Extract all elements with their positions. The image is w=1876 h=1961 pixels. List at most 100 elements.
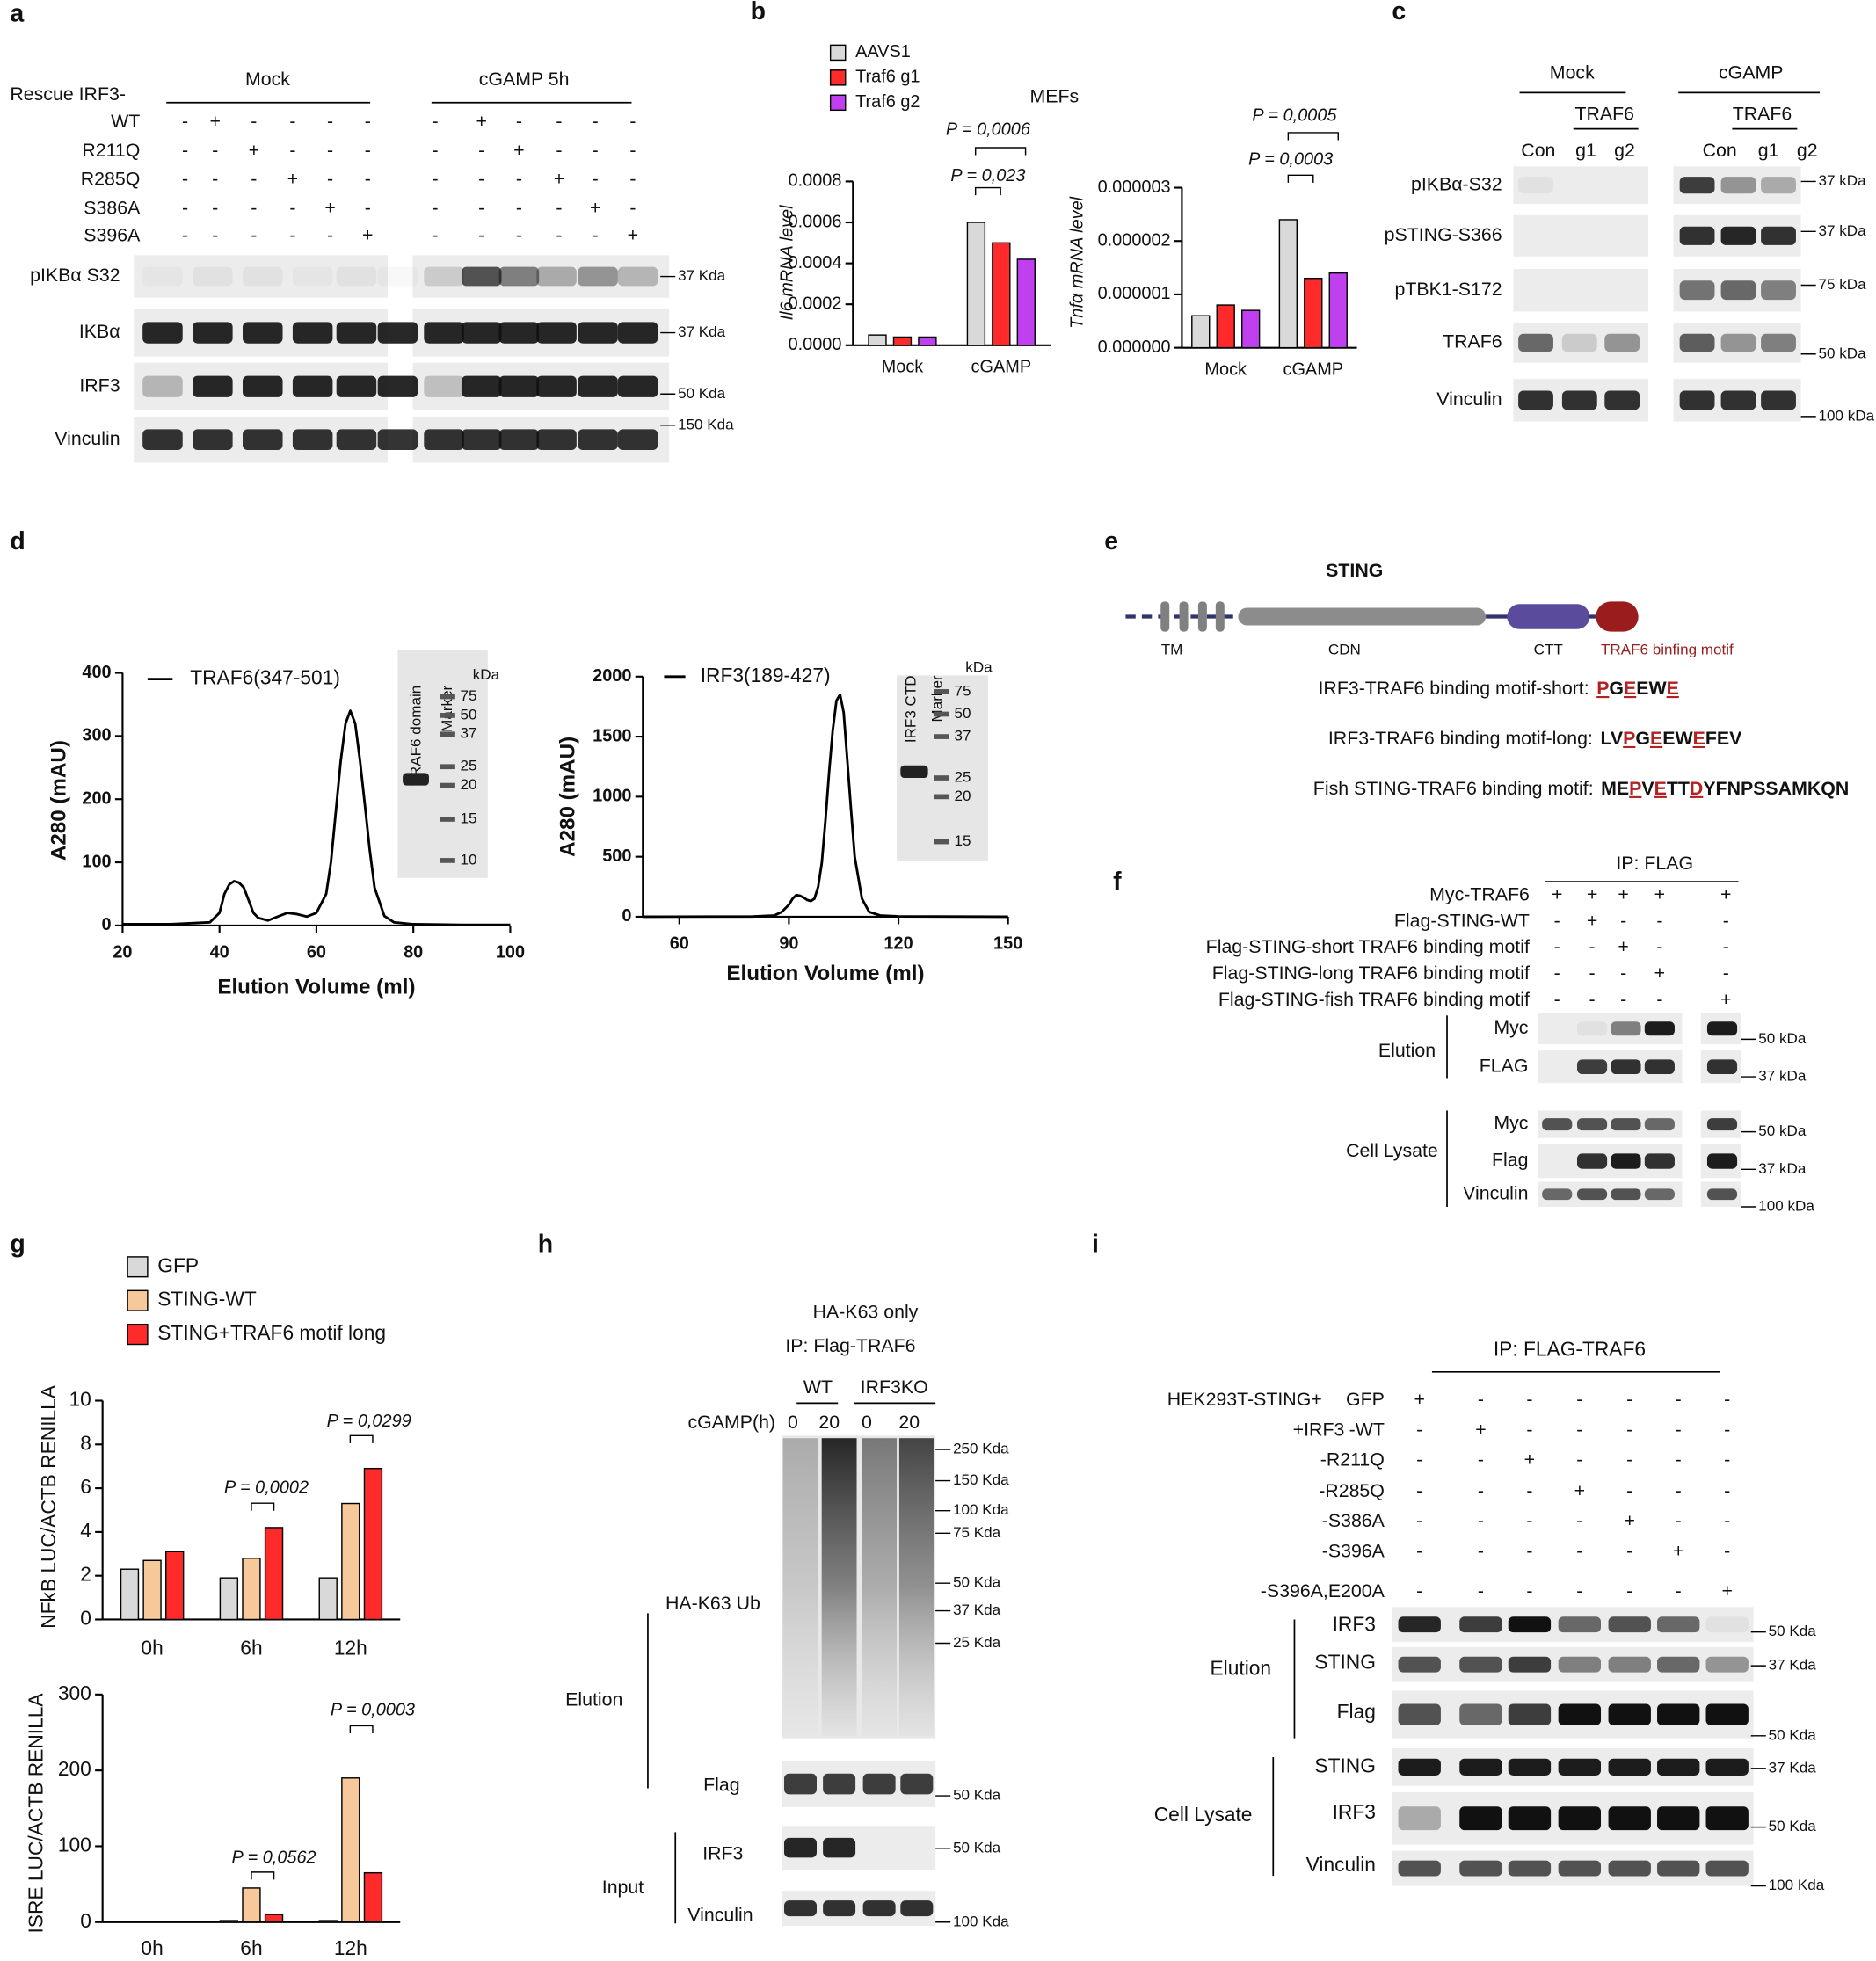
sign: - <box>1724 1480 1730 1501</box>
y-tick-label: 0 <box>80 1606 91 1629</box>
sign: - <box>1576 1389 1582 1410</box>
marker-band <box>440 764 455 770</box>
size-marker: 100 Kda <box>953 1913 1009 1929</box>
domain-label: TRAF6 binfing motif <box>1601 641 1734 657</box>
sign: - <box>327 111 333 132</box>
row-label: R285Q <box>81 169 141 190</box>
sign: - <box>478 169 484 190</box>
sign: + <box>1673 1540 1683 1561</box>
blot-band <box>1611 1021 1641 1036</box>
motif-residue: G <box>1635 728 1650 749</box>
blot-band <box>1398 1656 1441 1673</box>
sign: - <box>1554 910 1560 931</box>
domain-label: TM <box>1161 641 1183 657</box>
x-tick-label: cGAMP <box>971 358 1032 377</box>
x-tick-label: 90 <box>779 934 798 954</box>
x-tick-label: 60 <box>670 934 689 954</box>
blot-band <box>1558 1806 1602 1831</box>
blot-band <box>1657 1758 1700 1776</box>
motif-line: IRF3-TRAF6 binding motif-long: LVPGEEWEFE… <box>1328 728 1742 749</box>
blot-band <box>293 267 333 287</box>
sign: - <box>433 169 439 190</box>
marker-band <box>440 817 455 822</box>
blot-background <box>1513 269 1649 312</box>
blot-band <box>823 1900 856 1917</box>
panel-letter: f <box>1113 868 1122 896</box>
motif-residue: E <box>1654 777 1667 798</box>
blot-band <box>1398 1758 1441 1776</box>
sign: - <box>1723 936 1729 957</box>
blot-band <box>1644 1118 1675 1131</box>
section-label: Elution <box>565 1689 622 1710</box>
annotation: P = 0,023 <box>950 166 1025 185</box>
sign: + <box>1587 883 1597 904</box>
significance-bracket <box>251 1871 275 1880</box>
blot-band <box>292 429 333 451</box>
row-label: Flag-STING-fish TRAF6 binding motif <box>1218 989 1530 1010</box>
sign: - <box>1526 1389 1532 1410</box>
blot-band <box>536 429 577 451</box>
blot-band <box>377 375 418 397</box>
marker-band <box>934 689 949 694</box>
size-marker: 50 kDa <box>1758 1122 1807 1139</box>
x-tick-label: 20 <box>113 942 132 962</box>
blot-band <box>1398 1806 1441 1831</box>
y-tick-label: 0.000002 <box>1098 230 1171 250</box>
sign: + <box>1625 1510 1635 1531</box>
blot-band <box>1657 1616 1700 1633</box>
group-label: cGAMP 5h <box>479 69 570 90</box>
blot-band <box>1657 1703 1700 1725</box>
blot-band <box>578 375 618 397</box>
sign: - <box>1589 989 1596 1010</box>
gel-marker: 37 <box>954 728 971 744</box>
sign: + <box>1618 883 1628 904</box>
sign: - <box>182 197 188 218</box>
bar <box>1278 219 1298 349</box>
bar <box>264 1527 284 1621</box>
sign: - <box>1554 962 1560 984</box>
row-label: -S396A <box>1322 1540 1385 1561</box>
sign: - <box>433 111 439 132</box>
sign: - <box>629 111 636 132</box>
sign: - <box>182 111 188 132</box>
x-tick-label: 6h <box>240 1637 262 1660</box>
blot-label: TRAF6 <box>1443 331 1502 352</box>
blot-band <box>1644 1153 1675 1169</box>
lane-label: g1 <box>1575 140 1596 161</box>
gel-marker: 37 <box>461 725 477 742</box>
lane-label: 20 <box>818 1412 840 1433</box>
cdn-domain <box>1238 607 1487 626</box>
motif-label: Fish STING-TRAF6 binding motif: <box>1313 777 1594 798</box>
marker-band <box>934 734 949 739</box>
tm-helix <box>1160 601 1170 632</box>
blot-band <box>1558 1860 1602 1877</box>
y-tick-label: 8 <box>80 1431 91 1454</box>
blot-band <box>1679 226 1715 245</box>
blot-band <box>1679 333 1715 352</box>
sign: + <box>1721 1580 1732 1601</box>
row-label: -WT <box>1349 1419 1385 1440</box>
blot-label: pIKBα-S32 <box>1411 173 1502 194</box>
significance-bracket <box>1287 174 1314 183</box>
sign: + <box>1475 1419 1486 1440</box>
blot-band <box>1508 1806 1552 1831</box>
blot-band <box>424 322 464 344</box>
ip-title: IP: FLAG-TRAF6 <box>1494 1338 1646 1361</box>
sign: - <box>1620 910 1626 931</box>
sign: - <box>251 169 257 190</box>
bar <box>1016 258 1036 346</box>
bar <box>868 334 887 346</box>
gel-lane-label: Marker <box>439 685 455 731</box>
sign: - <box>1589 936 1596 957</box>
sign: - <box>1554 936 1560 957</box>
section-label: Input <box>602 1877 644 1898</box>
gel-marker: 20 <box>461 776 477 793</box>
y-axis-label: NFkB LUC/ACTB RENILLA <box>37 1384 60 1629</box>
sign: - <box>1676 1419 1682 1440</box>
sign: - <box>1526 1580 1532 1601</box>
sign: - <box>212 140 218 161</box>
blot-band <box>1398 1616 1441 1633</box>
blot-band <box>578 322 618 344</box>
sign: - <box>1723 910 1729 931</box>
gel-marker: 50 <box>461 706 477 723</box>
